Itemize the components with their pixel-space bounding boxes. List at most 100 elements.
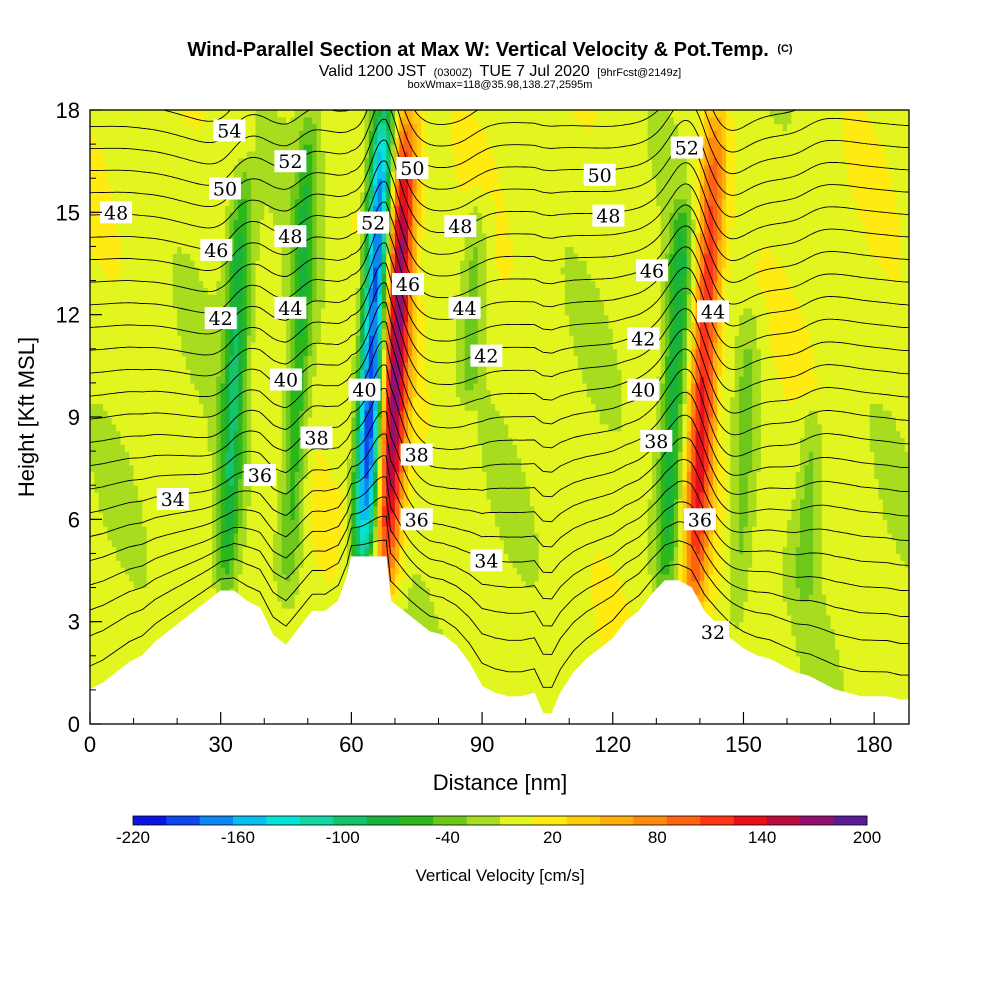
velocity-cell [103, 546, 109, 555]
velocity-cell [255, 198, 261, 207]
velocity-cell [124, 123, 130, 132]
velocity-cell [320, 403, 326, 411]
subtitle-date: TUE 7 Jul 2020 [480, 63, 590, 80]
velocity-cell [207, 355, 213, 364]
velocity-cell [303, 123, 309, 132]
velocity-cell [164, 348, 170, 357]
velocity-cell [168, 273, 174, 282]
velocity-cell [238, 512, 244, 520]
velocity-cell [190, 185, 196, 193]
velocity-cell [164, 587, 170, 595]
velocity-cell [320, 253, 326, 261]
velocity-cell [307, 198, 313, 207]
velocity-cell [159, 580, 165, 589]
velocity-cell [107, 553, 113, 561]
velocity-cell [194, 505, 200, 514]
velocity-cell [120, 376, 126, 384]
velocity-cell [90, 417, 95, 425]
velocity-cell [264, 335, 270, 343]
velocity-cell [277, 348, 283, 357]
velocity-cell [124, 492, 130, 500]
velocity-cell [299, 512, 305, 520]
velocity-cell [116, 253, 122, 261]
velocity-cell [272, 567, 278, 575]
velocity-cell [246, 417, 252, 425]
velocity-cell [294, 280, 300, 288]
velocity-cell [259, 403, 265, 411]
velocity-cell [320, 560, 326, 568]
velocity-cell [251, 328, 257, 336]
velocity-cell [198, 464, 204, 473]
velocity-cell [111, 314, 117, 323]
velocity-cell [190, 294, 196, 302]
velocity-cell [207, 396, 213, 404]
velocity-cell [325, 116, 331, 125]
velocity-cell [98, 144, 104, 152]
velocity-cell [103, 621, 109, 630]
velocity-cell [98, 185, 104, 193]
velocity-cell [299, 123, 305, 132]
velocity-cell [142, 225, 148, 234]
velocity-cell [255, 560, 261, 568]
velocity-cell [255, 601, 261, 609]
velocity-cell [233, 362, 239, 370]
velocity-cell [242, 498, 248, 507]
velocity-cell [259, 225, 265, 234]
velocity-cell [238, 573, 244, 582]
velocity-cell [177, 348, 183, 357]
velocity-cell [259, 150, 265, 159]
velocity-cell [272, 266, 278, 275]
velocity-cell [325, 362, 331, 370]
velocity-cell [98, 478, 104, 486]
velocity-cell [137, 601, 143, 609]
velocity-cell [159, 239, 165, 248]
velocity-cell [268, 191, 274, 200]
velocity-cell [194, 171, 200, 179]
velocity-cell [259, 396, 265, 404]
velocity-cell [225, 280, 231, 288]
velocity-cell [98, 655, 104, 664]
velocity-cell [142, 546, 148, 555]
velocity-cell [98, 573, 104, 582]
velocity-cell [233, 212, 239, 220]
velocity-cell [216, 560, 222, 568]
velocity-cell [177, 273, 183, 282]
velocity-cell [90, 587, 95, 595]
velocity-cell [320, 376, 326, 384]
velocity-cell [246, 444, 252, 452]
velocity-cell [124, 314, 130, 323]
velocity-cell [238, 150, 244, 159]
velocity-cell [299, 546, 305, 555]
velocity-cell [94, 219, 100, 227]
velocity-cell [133, 621, 139, 630]
velocity-cell [177, 294, 183, 302]
velocity-cell [181, 396, 187, 404]
velocity-cell [225, 417, 231, 425]
velocity-cell [168, 519, 174, 527]
velocity-cell [129, 171, 135, 179]
velocity-cell [203, 355, 209, 364]
velocity-cell [111, 546, 117, 555]
velocity-cell [168, 553, 174, 561]
velocity-cell [294, 110, 300, 118]
velocity-cell [268, 144, 274, 152]
velocity-cell [272, 539, 278, 548]
velocity-cell [150, 614, 156, 623]
velocity-cell [164, 567, 170, 575]
velocity-cell [150, 546, 156, 555]
velocity-cell [264, 532, 270, 541]
velocity-cell [111, 191, 117, 200]
velocity-cell [150, 369, 156, 377]
velocity-cell [98, 662, 104, 671]
velocity-cell [203, 430, 209, 439]
velocity-cell [194, 471, 200, 479]
velocity-cell [307, 376, 313, 384]
velocity-cell [203, 587, 209, 595]
velocity-cell [133, 341, 139, 350]
velocity-cell [229, 171, 235, 179]
velocity-cell [116, 526, 122, 534]
velocity-cell [229, 519, 235, 527]
velocity-cell [155, 369, 161, 377]
velocity-cell [286, 628, 291, 636]
velocity-cell [211, 205, 217, 213]
